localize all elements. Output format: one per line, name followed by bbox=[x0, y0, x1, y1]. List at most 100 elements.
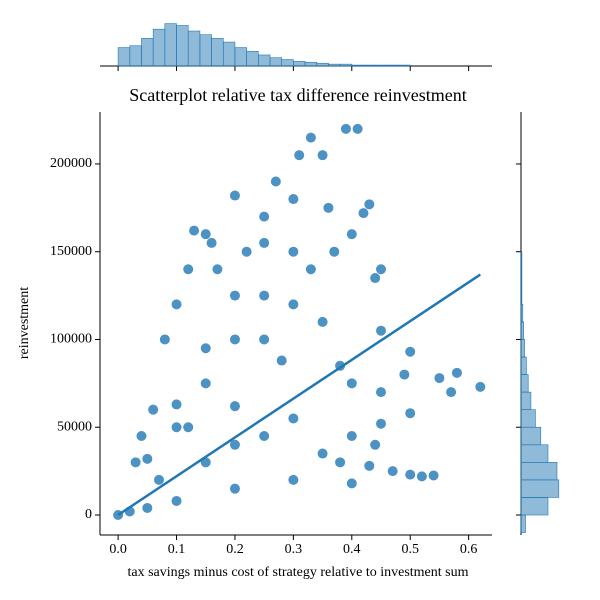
scatter-point bbox=[305, 264, 316, 275]
scatter-point bbox=[376, 387, 387, 398]
scatter-point bbox=[270, 176, 281, 187]
scatter-point bbox=[154, 474, 165, 485]
regression-line bbox=[117, 273, 482, 517]
right-hist-bar bbox=[520, 321, 524, 340]
scatter-point bbox=[148, 404, 159, 415]
top-hist-bar bbox=[222, 41, 236, 67]
scatter-point bbox=[451, 367, 462, 378]
scatter-point bbox=[399, 369, 410, 380]
scatter-point bbox=[376, 418, 387, 429]
scatter-point bbox=[259, 290, 270, 301]
scatter-point bbox=[130, 457, 141, 468]
top-hist-bar bbox=[281, 59, 294, 67]
scatter-point bbox=[142, 453, 153, 464]
scatter-point bbox=[364, 199, 375, 210]
scatter-point bbox=[183, 422, 194, 433]
top-hist-bar bbox=[246, 50, 259, 67]
top-hist-bar bbox=[164, 23, 177, 67]
scatter-point bbox=[346, 378, 357, 389]
right-hist-bar bbox=[520, 426, 542, 446]
top-hist-bar bbox=[152, 28, 166, 67]
top-hist-bar bbox=[316, 62, 329, 67]
scatter-point bbox=[475, 381, 486, 392]
top-hist-bar bbox=[328, 63, 341, 67]
scatter-point bbox=[405, 469, 416, 480]
scatter-point bbox=[288, 474, 299, 485]
top-hist-bar bbox=[258, 54, 271, 67]
scatter-point bbox=[376, 264, 387, 275]
x-tick-label: 0.5 bbox=[401, 542, 419, 557]
scatter-point bbox=[288, 413, 299, 424]
top-hist-bar bbox=[199, 34, 212, 67]
top-hist-bar bbox=[234, 47, 247, 67]
top-hist-bar bbox=[269, 57, 282, 67]
scatter-point bbox=[364, 460, 375, 471]
top-hist-bar bbox=[141, 38, 154, 67]
right-hist-bar bbox=[520, 497, 549, 516]
scatter-point bbox=[136, 431, 147, 442]
scatter-point bbox=[229, 483, 240, 494]
scatter-point bbox=[346, 431, 357, 442]
scatter-point bbox=[370, 439, 381, 450]
scatter-point bbox=[370, 273, 381, 284]
right-hist-bar bbox=[520, 444, 549, 463]
scatter-point bbox=[200, 229, 211, 240]
scatter-point bbox=[329, 246, 340, 257]
right-hist-bar bbox=[520, 304, 524, 323]
scatter-point bbox=[229, 401, 240, 412]
scatter-point bbox=[171, 399, 182, 410]
top-hist-bar bbox=[117, 47, 131, 67]
x-tick-label: 0.0 bbox=[109, 542, 127, 557]
scatter-point bbox=[352, 123, 363, 134]
scatter-point bbox=[229, 334, 240, 345]
y-tick-label: 150000 bbox=[50, 244, 92, 259]
top-hist-bar bbox=[211, 38, 224, 67]
right-hist-bar bbox=[520, 391, 532, 410]
scatter-point bbox=[434, 373, 445, 384]
top-hist-bar bbox=[304, 62, 318, 67]
right-hist-bar bbox=[520, 268, 523, 288]
top-hist-bar bbox=[187, 30, 201, 67]
scatter-point bbox=[428, 470, 439, 481]
y-tick-label: 200000 bbox=[50, 156, 92, 171]
right-hist-bar bbox=[520, 251, 523, 270]
y-tick-label: 0 bbox=[85, 507, 92, 522]
scatter-point bbox=[340, 123, 351, 134]
scatter-point bbox=[189, 225, 200, 236]
scatter-point bbox=[183, 264, 194, 275]
scatter-point bbox=[346, 229, 357, 240]
x-tick-label: 0.1 bbox=[168, 542, 186, 557]
scatter-point bbox=[229, 439, 240, 450]
x-tick-label: 0.4 bbox=[343, 542, 361, 557]
scatter-point bbox=[259, 431, 270, 442]
top-hist-bar bbox=[339, 63, 353, 67]
right-hist-bar bbox=[520, 374, 529, 393]
scatter-point bbox=[276, 355, 287, 366]
scatter-point bbox=[405, 408, 416, 419]
x-axis-label: tax savings minus cost of strategy relat… bbox=[128, 565, 469, 580]
scatter-point bbox=[241, 246, 252, 257]
scatter-point bbox=[346, 478, 357, 489]
right-hist-bar bbox=[520, 479, 560, 498]
scatter-point bbox=[405, 346, 416, 357]
right-hist-bar bbox=[520, 462, 558, 481]
right-hist-bar bbox=[520, 409, 536, 428]
right-hist-bar bbox=[520, 514, 526, 533]
right-hist-bar bbox=[520, 356, 527, 375]
top-hist-bar bbox=[176, 25, 189, 67]
scatter-point bbox=[335, 457, 346, 468]
chart-title: Scatterplot relative tax difference rein… bbox=[129, 85, 467, 105]
scatter-point bbox=[358, 208, 369, 219]
right-hist-bar bbox=[520, 286, 523, 305]
scatter-point bbox=[171, 495, 182, 506]
top-hist-bar bbox=[363, 64, 376, 67]
scatter-point bbox=[387, 466, 398, 477]
scatter-point bbox=[294, 150, 305, 161]
scatter-point bbox=[317, 316, 328, 327]
top-hist-bar bbox=[351, 64, 364, 67]
scatter-point bbox=[171, 299, 182, 310]
top-hist-bar bbox=[129, 45, 142, 67]
scatter-point bbox=[229, 190, 240, 201]
